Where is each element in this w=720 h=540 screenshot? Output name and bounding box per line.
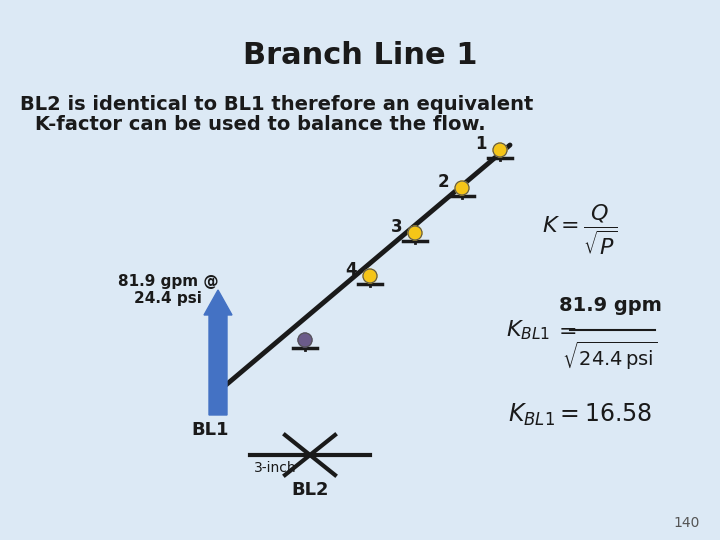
Text: 4: 4 xyxy=(346,261,357,279)
Text: K-factor can be used to balance the flow.: K-factor can be used to balance the flow… xyxy=(35,116,485,134)
Circle shape xyxy=(493,143,507,157)
Circle shape xyxy=(455,181,469,195)
Text: $\sqrt{24.4 \, \mathrm{psi}}$: $\sqrt{24.4 \, \mathrm{psi}}$ xyxy=(562,340,658,372)
Text: $=$: $=$ xyxy=(554,320,576,340)
Text: $K_{BL1} = 16.58$: $K_{BL1} = 16.58$ xyxy=(508,402,652,428)
Text: 140: 140 xyxy=(674,516,700,530)
Text: BL2 is identical to BL1 therefore an equivalent: BL2 is identical to BL1 therefore an equ… xyxy=(20,96,534,114)
Text: 81.9 gpm @
24.4 psi: 81.9 gpm @ 24.4 psi xyxy=(117,274,218,306)
Circle shape xyxy=(363,269,377,283)
Text: 81.9 gpm: 81.9 gpm xyxy=(559,296,662,315)
Text: Branch Line 1: Branch Line 1 xyxy=(243,40,477,70)
Text: BL2: BL2 xyxy=(292,481,329,499)
Text: BL1: BL1 xyxy=(192,421,229,439)
Text: $K = \dfrac{Q}{\sqrt{P}}$: $K = \dfrac{Q}{\sqrt{P}}$ xyxy=(542,203,618,257)
Text: 3: 3 xyxy=(390,218,402,236)
Text: 2: 2 xyxy=(437,173,449,191)
Circle shape xyxy=(408,226,422,240)
FancyArrow shape xyxy=(204,290,232,415)
Text: $K_{BL1}$: $K_{BL1}$ xyxy=(505,318,550,342)
Circle shape xyxy=(298,333,312,347)
Text: 1: 1 xyxy=(475,135,487,153)
Text: 3-inch: 3-inch xyxy=(253,461,297,475)
